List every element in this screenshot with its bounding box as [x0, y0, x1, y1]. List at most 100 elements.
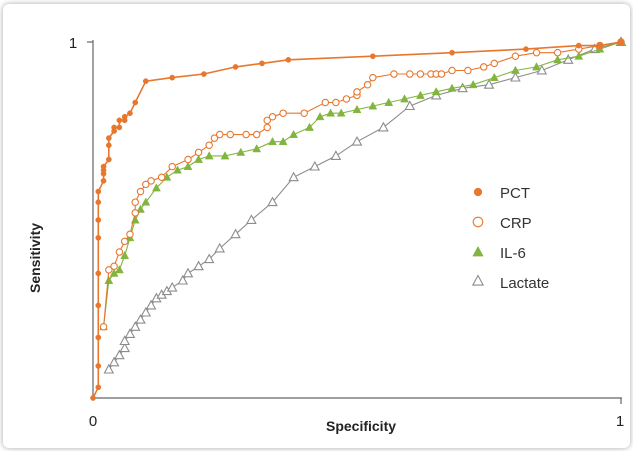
data-point-pct: [142, 78, 149, 85]
data-point-pct: [95, 234, 102, 241]
y-tick-label-1: 1: [69, 35, 77, 52]
data-point-il6: [252, 144, 262, 153]
data-point-crp: [353, 88, 361, 96]
data-point-crp: [448, 66, 456, 75]
legend-item-il6: IL-6: [472, 245, 526, 262]
data-point-crp: [147, 177, 155, 185]
legend-item-pct: PCT: [473, 185, 530, 202]
data-point-pct: [111, 124, 117, 131]
data-point-il6: [431, 87, 441, 96]
legend-marker-crp: [472, 216, 484, 228]
series-crp: [99, 38, 625, 331]
data-point-crp: [157, 173, 166, 182]
data-point-crp: [363, 80, 372, 89]
data-point-crp: [205, 141, 213, 149]
data-point-pct: [95, 334, 102, 341]
data-point-crp: [194, 148, 203, 157]
data-point-crp: [252, 130, 261, 139]
data-point-crp: [464, 66, 472, 75]
data-point-lactate: [193, 260, 204, 271]
data-point-lactate: [510, 71, 521, 82]
data-point-lactate: [267, 196, 278, 207]
data-point-crp: [126, 230, 134, 238]
data-point-il6: [289, 129, 299, 138]
figure-frame: [3, 4, 630, 448]
data-point-lactate: [230, 228, 241, 239]
legend-label-lactate: Lactate: [500, 275, 549, 292]
data-point-crp: [479, 63, 488, 71]
legend-marker-lactate: [471, 274, 485, 286]
data-point-pct: [95, 384, 102, 391]
data-point-pct: [116, 117, 123, 124]
data-point-crp: [99, 323, 108, 331]
data-point-pct: [597, 42, 603, 49]
data-point-pct: [121, 113, 128, 120]
data-point-lactate: [309, 160, 321, 171]
data-point-crp: [136, 187, 145, 196]
data-point-crp: [115, 248, 124, 256]
data-point-il6: [400, 94, 409, 103]
data-point-crp: [268, 113, 277, 121]
data-point-il6: [305, 122, 314, 131]
series-layer: [90, 36, 627, 401]
data-point-il6: [315, 112, 325, 121]
data-point-pct: [259, 60, 265, 67]
data-point-il6: [336, 108, 346, 117]
legend-marker-il6: [472, 245, 484, 257]
data-point-crp: [242, 130, 250, 139]
data-point-lactate: [119, 335, 131, 346]
data-point-crp: [226, 130, 235, 139]
data-point-pct: [105, 156, 112, 163]
data-point-crp: [332, 98, 340, 107]
data-point-lactate: [562, 54, 574, 64]
data-point-pct: [95, 199, 102, 206]
data-point-pct: [169, 74, 176, 81]
data-point-crp: [184, 155, 192, 164]
data-point-pct: [90, 395, 96, 401]
x-tick-label-0: 0: [89, 413, 97, 430]
data-point-crp: [142, 180, 150, 189]
data-point-lactate: [145, 299, 157, 310]
data-point-lactate: [124, 328, 136, 338]
data-point-pct: [285, 56, 292, 63]
data-point-pct: [95, 302, 102, 309]
data-point-pct: [95, 270, 102, 277]
data-point-pct: [523, 46, 529, 52]
legend-label-il6: IL-6: [500, 245, 526, 262]
data-point-crp: [369, 73, 377, 82]
data-point-crp: [342, 95, 351, 103]
data-point-crp: [215, 130, 224, 139]
series-lactate: [103, 36, 627, 374]
data-point-crp: [406, 70, 414, 78]
data-point-pct: [201, 71, 207, 77]
legend: PCT CRP IL-6 Lactate: [471, 185, 549, 292]
data-point-crp: [321, 98, 330, 107]
legend-marker-lactate: [471, 274, 485, 286]
data-point-lactate: [119, 342, 131, 353]
data-point-il6: [151, 183, 161, 192]
data-point-lactate: [108, 356, 120, 367]
legend-item-crp: CRP: [472, 215, 532, 232]
data-point-il6: [352, 104, 362, 114]
data-point-il6: [368, 101, 378, 110]
legend-item-lactate: Lactate: [471, 274, 549, 292]
data-point-lactate: [166, 281, 178, 292]
data-point-crp: [390, 70, 398, 78]
data-point-il6: [268, 136, 277, 146]
data-point-lactate: [351, 135, 363, 146]
data-point-il6: [532, 62, 541, 71]
data-point-lactate: [182, 267, 194, 278]
data-point-pct: [100, 177, 107, 184]
data-point-pct: [449, 49, 455, 56]
data-point-crp: [263, 123, 271, 132]
y-axis-label: Sensitivity: [27, 223, 43, 293]
data-point-pct: [127, 110, 133, 117]
data-point-il6: [141, 197, 151, 206]
axes: 1 0 1 Specificity Sensitivity: [27, 35, 624, 434]
data-point-crp: [553, 48, 562, 57]
data-point-pct: [95, 188, 102, 195]
data-point-lactate: [288, 171, 299, 182]
data-point-lactate: [129, 321, 141, 331]
